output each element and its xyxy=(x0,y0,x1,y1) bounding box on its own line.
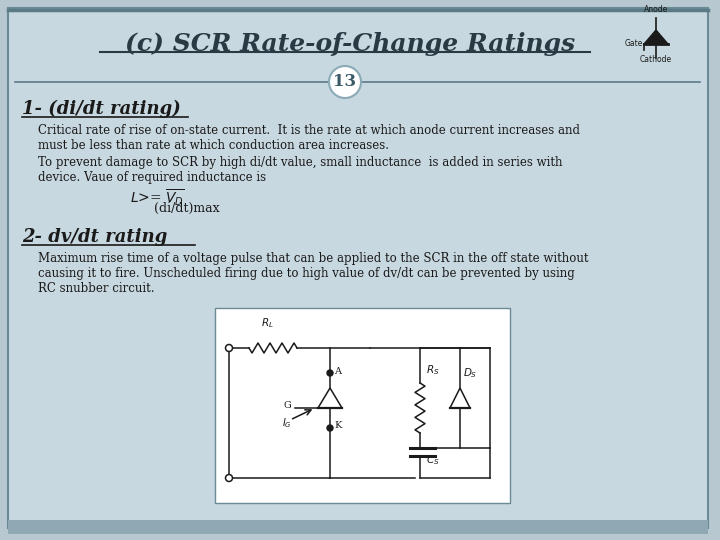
Text: must be less than rate at which conduction area increases.: must be less than rate at which conducti… xyxy=(38,139,389,152)
Circle shape xyxy=(327,425,333,431)
Text: $C_S$: $C_S$ xyxy=(426,453,440,467)
Text: $D_S$: $D_S$ xyxy=(463,366,477,380)
FancyBboxPatch shape xyxy=(8,8,708,528)
Text: (c) SCR Rate-of-Change Ratings: (c) SCR Rate-of-Change Ratings xyxy=(125,32,575,56)
Text: A: A xyxy=(334,367,341,375)
Circle shape xyxy=(329,66,361,98)
Text: Cathode: Cathode xyxy=(640,55,672,64)
Text: To prevent damage to SCR by high di/dt value, small inductance  is added in seri: To prevent damage to SCR by high di/dt v… xyxy=(38,156,562,169)
Circle shape xyxy=(225,475,233,482)
Text: $\mathit{L}$>= $\mathit{\overline{V_D}}$: $\mathit{L}$>= $\mathit{\overline{V_D}}$ xyxy=(130,187,185,208)
Text: Anode: Anode xyxy=(644,5,668,14)
Circle shape xyxy=(327,370,333,376)
Text: Gate: Gate xyxy=(625,39,643,49)
Text: (di/dt)max: (di/dt)max xyxy=(130,202,220,215)
Text: Critical rate of rise of on-state current.  It is the rate at which anode curren: Critical rate of rise of on-state curren… xyxy=(38,124,580,137)
Bar xyxy=(8,520,708,534)
Text: $I_G$: $I_G$ xyxy=(282,416,292,430)
Text: causing it to fire. Unscheduled firing due to high value of dv/dt can be prevent: causing it to fire. Unscheduled firing d… xyxy=(38,267,575,280)
Text: RC snubber circuit.: RC snubber circuit. xyxy=(38,282,155,295)
Text: device. Vaue of required inductance is: device. Vaue of required inductance is xyxy=(38,171,266,184)
Text: $R_S$: $R_S$ xyxy=(426,363,440,377)
Text: G: G xyxy=(283,402,291,410)
FancyBboxPatch shape xyxy=(215,308,510,503)
Text: 13: 13 xyxy=(333,73,356,91)
Polygon shape xyxy=(644,30,668,44)
Text: K: K xyxy=(334,422,341,430)
Text: Maximum rise time of a voltage pulse that can be applied to the SCR in the off s: Maximum rise time of a voltage pulse tha… xyxy=(38,252,588,265)
Text: $R_L$: $R_L$ xyxy=(261,316,274,330)
Text: 2- dv/dt rating: 2- dv/dt rating xyxy=(22,228,167,246)
Circle shape xyxy=(225,345,233,352)
Text: 1- (di/dt rating): 1- (di/dt rating) xyxy=(22,100,181,118)
